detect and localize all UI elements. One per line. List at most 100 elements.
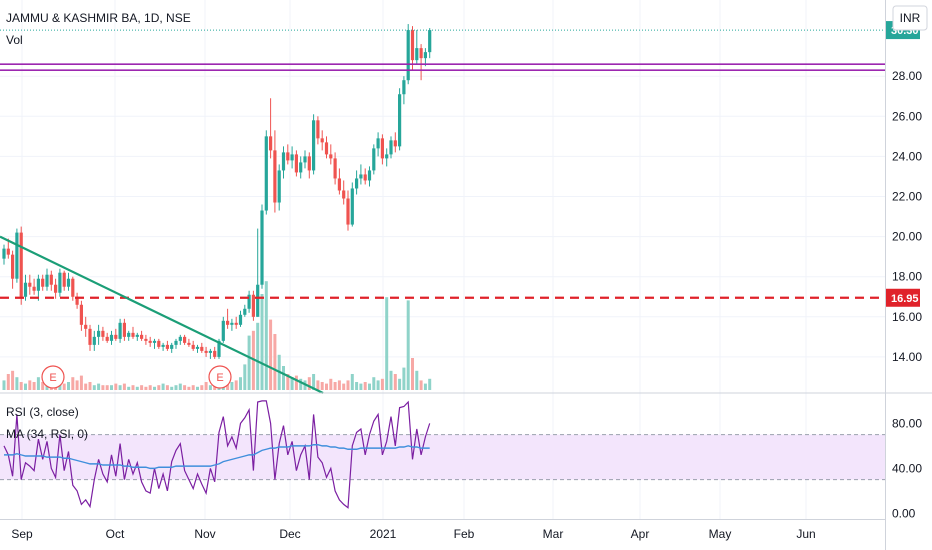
volume-bar <box>6 374 10 390</box>
candle-body <box>307 156 311 171</box>
candle-body <box>355 178 359 189</box>
candle-body <box>402 80 406 95</box>
rsi-tick-label: 80.00 <box>892 416 922 430</box>
price-tick-label: 24.00 <box>892 149 922 163</box>
time-tick-label: 2021 <box>370 527 397 541</box>
volume-bar <box>299 378 303 390</box>
volume-bar <box>41 382 45 390</box>
candle-body <box>359 174 363 179</box>
candle-body <box>135 334 139 337</box>
rsi-tick-label: 0.00 <box>892 506 916 520</box>
volume-bar <box>36 377 40 390</box>
volume-bar <box>320 382 324 390</box>
volume-bar <box>355 382 359 390</box>
trendline[interactable] <box>0 235 324 394</box>
candle-body <box>200 346 204 351</box>
volume-bar <box>67 382 70 390</box>
volume-bar <box>165 385 169 390</box>
candle-body <box>127 332 131 337</box>
candle-body <box>191 344 195 349</box>
volume-bar <box>118 385 122 390</box>
candle-body <box>204 350 208 353</box>
candle-body <box>428 30 432 53</box>
time-tick-label: May <box>709 527 732 541</box>
volume-bar <box>393 374 397 390</box>
candle-body <box>144 338 148 341</box>
volume-bar <box>144 386 148 390</box>
candle-body <box>79 304 83 325</box>
candle-body <box>234 322 238 325</box>
candle-body <box>380 138 384 159</box>
candle-body <box>32 286 36 291</box>
volume-bar <box>256 322 260 390</box>
earnings-marker-label: E <box>49 372 56 384</box>
candle-body <box>101 330 105 337</box>
candle-body <box>213 350 217 357</box>
candle-body <box>208 350 212 353</box>
candle-body <box>243 308 247 315</box>
volume-bar <box>290 377 294 390</box>
level-badge-text: 16.95 <box>891 293 919 305</box>
candle-body <box>230 322 234 325</box>
volume-bar <box>148 385 152 390</box>
candle-body <box>286 152 290 161</box>
ma-line <box>4 444 430 470</box>
volume-bar <box>127 386 131 390</box>
candle-body <box>109 334 114 341</box>
candle-body <box>41 278 45 287</box>
currency-button[interactable]: INR <box>892 5 928 31</box>
candle-body <box>148 340 152 343</box>
volume-bar <box>234 380 238 390</box>
candle-body <box>36 278 40 291</box>
volume-bar <box>19 382 23 390</box>
candle-body <box>226 320 230 325</box>
candle-body <box>71 278 75 297</box>
time-tick-label: Dec <box>279 527 300 541</box>
volume-bar <box>204 382 208 390</box>
volume-bar <box>140 385 144 390</box>
volume-bar <box>415 370 419 390</box>
volume-bar <box>269 319 273 390</box>
volume-bar <box>196 386 199 390</box>
volume-bar <box>200 385 204 390</box>
volume-bar <box>174 385 178 390</box>
candle-body <box>303 156 307 163</box>
candle-body <box>58 272 62 293</box>
candle-body <box>157 340 161 347</box>
volume-bar <box>368 383 371 390</box>
rsi-line <box>3 400 431 509</box>
candle-body <box>187 342 191 345</box>
candle-body <box>251 294 255 317</box>
volume-bar <box>385 297 389 390</box>
price-axis[interactable]: 28.00 26.00 24.00 22.00 20.00 18.00 16.00 14.00… <box>886 21 922 364</box>
candle-body <box>23 282 28 297</box>
rsi-axis[interactable]: 80.00 40.00 0.00 <box>892 416 922 520</box>
time-tick-label: Feb <box>454 527 475 541</box>
time-tick-label: Jun <box>796 527 815 541</box>
volume-bar <box>423 383 427 390</box>
symbol-title: JAMMU & KASHMIR BA, 1D, NSE <box>6 11 191 25</box>
candle-body <box>367 170 372 181</box>
volume-bar <box>428 378 432 390</box>
grid-layer <box>0 0 885 519</box>
rsi-indicator <box>0 400 885 509</box>
volume-bar <box>294 375 298 390</box>
volume-bar <box>380 378 384 390</box>
candle-body <box>346 198 350 225</box>
candle-body <box>324 142 329 155</box>
volume-bar <box>75 380 79 390</box>
candle-body <box>312 120 316 171</box>
candle-body <box>238 314 243 325</box>
earnings-marker[interactable]: E <box>41 365 65 389</box>
earnings-marker[interactable]: E <box>208 365 232 389</box>
volume-bar <box>260 294 264 390</box>
candle-body <box>273 150 277 203</box>
candle-body <box>217 340 221 357</box>
volume-bar <box>32 382 36 390</box>
volume-bar <box>406 300 410 390</box>
volume-bar <box>208 385 212 390</box>
time-axis[interactable]: Sep Oct Nov Dec 2021 Feb Mar Apr May Jun <box>11 527 815 541</box>
volume-bar <box>11 370 15 390</box>
volume-bar <box>333 382 337 390</box>
